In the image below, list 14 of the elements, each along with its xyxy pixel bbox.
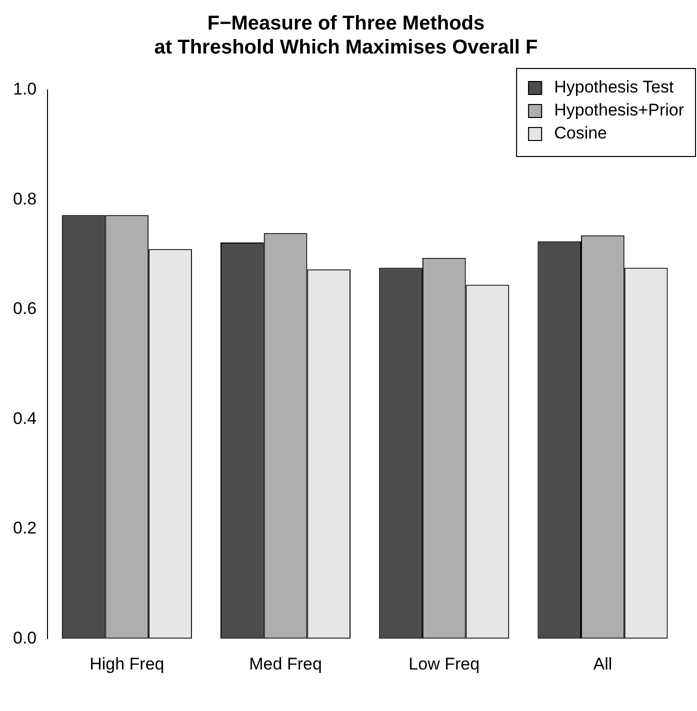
- x-tick-label: Low Freq: [408, 654, 480, 674]
- chart-title: F−Measure of Three Methods at Threshold Which Maximises Overall F: [154, 12, 538, 59]
- y-tick-label: 1.0: [12, 80, 37, 99]
- y-tick-label: 0.0: [12, 628, 37, 648]
- legend-label: Hypothesis+Prior: [554, 100, 684, 120]
- y-tick-label: 0.2: [12, 518, 37, 538]
- x-tick-label: Med Freq: [249, 654, 322, 674]
- y-tick-label: 0.4: [12, 408, 37, 428]
- x-tick-label: High Freq: [90, 654, 164, 674]
- legend-label: Cosine: [554, 124, 608, 143]
- legend-label: Hypothesis Test: [554, 78, 674, 97]
- y-tick-label: 0.6: [12, 299, 37, 318]
- y-tick-label: 0.8: [12, 189, 37, 208]
- x-tick-label: All: [593, 654, 612, 674]
